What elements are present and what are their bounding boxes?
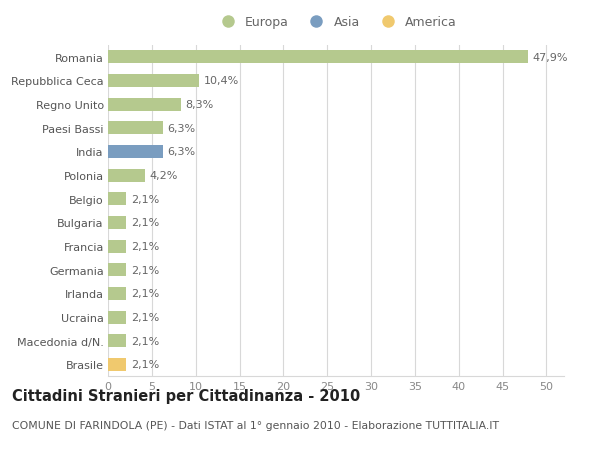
Text: 2,1%: 2,1% [131,194,159,204]
Text: 2,1%: 2,1% [131,336,159,346]
Bar [108,169,145,182]
Bar [108,240,127,253]
Legend: Europa, Asia, America: Europa, Asia, America [211,12,461,33]
Text: 47,9%: 47,9% [532,53,568,63]
Text: 10,4%: 10,4% [203,76,239,86]
Bar [108,75,199,88]
Bar [108,122,163,135]
Bar [108,263,127,277]
Text: 2,1%: 2,1% [131,289,159,299]
Bar [108,146,163,159]
Text: 2,1%: 2,1% [131,241,159,252]
Text: Cittadini Stranieri per Cittadinanza - 2010: Cittadini Stranieri per Cittadinanza - 2… [12,388,360,403]
Text: 4,2%: 4,2% [149,171,178,181]
Text: 2,1%: 2,1% [131,218,159,228]
Text: COMUNE DI FARINDOLA (PE) - Dati ISTAT al 1° gennaio 2010 - Elaborazione TUTTITAL: COMUNE DI FARINDOLA (PE) - Dati ISTAT al… [12,420,499,430]
Text: 2,1%: 2,1% [131,313,159,322]
Bar [108,217,127,230]
Text: 6,3%: 6,3% [167,123,196,134]
Bar [108,51,528,64]
Bar [108,311,127,324]
Text: 2,1%: 2,1% [131,265,159,275]
Text: 8,3%: 8,3% [185,100,214,110]
Text: 2,1%: 2,1% [131,359,159,369]
Bar [108,335,127,347]
Bar [108,193,127,206]
Bar [108,98,181,112]
Bar [108,287,127,300]
Text: 6,3%: 6,3% [167,147,196,157]
Bar [108,358,127,371]
